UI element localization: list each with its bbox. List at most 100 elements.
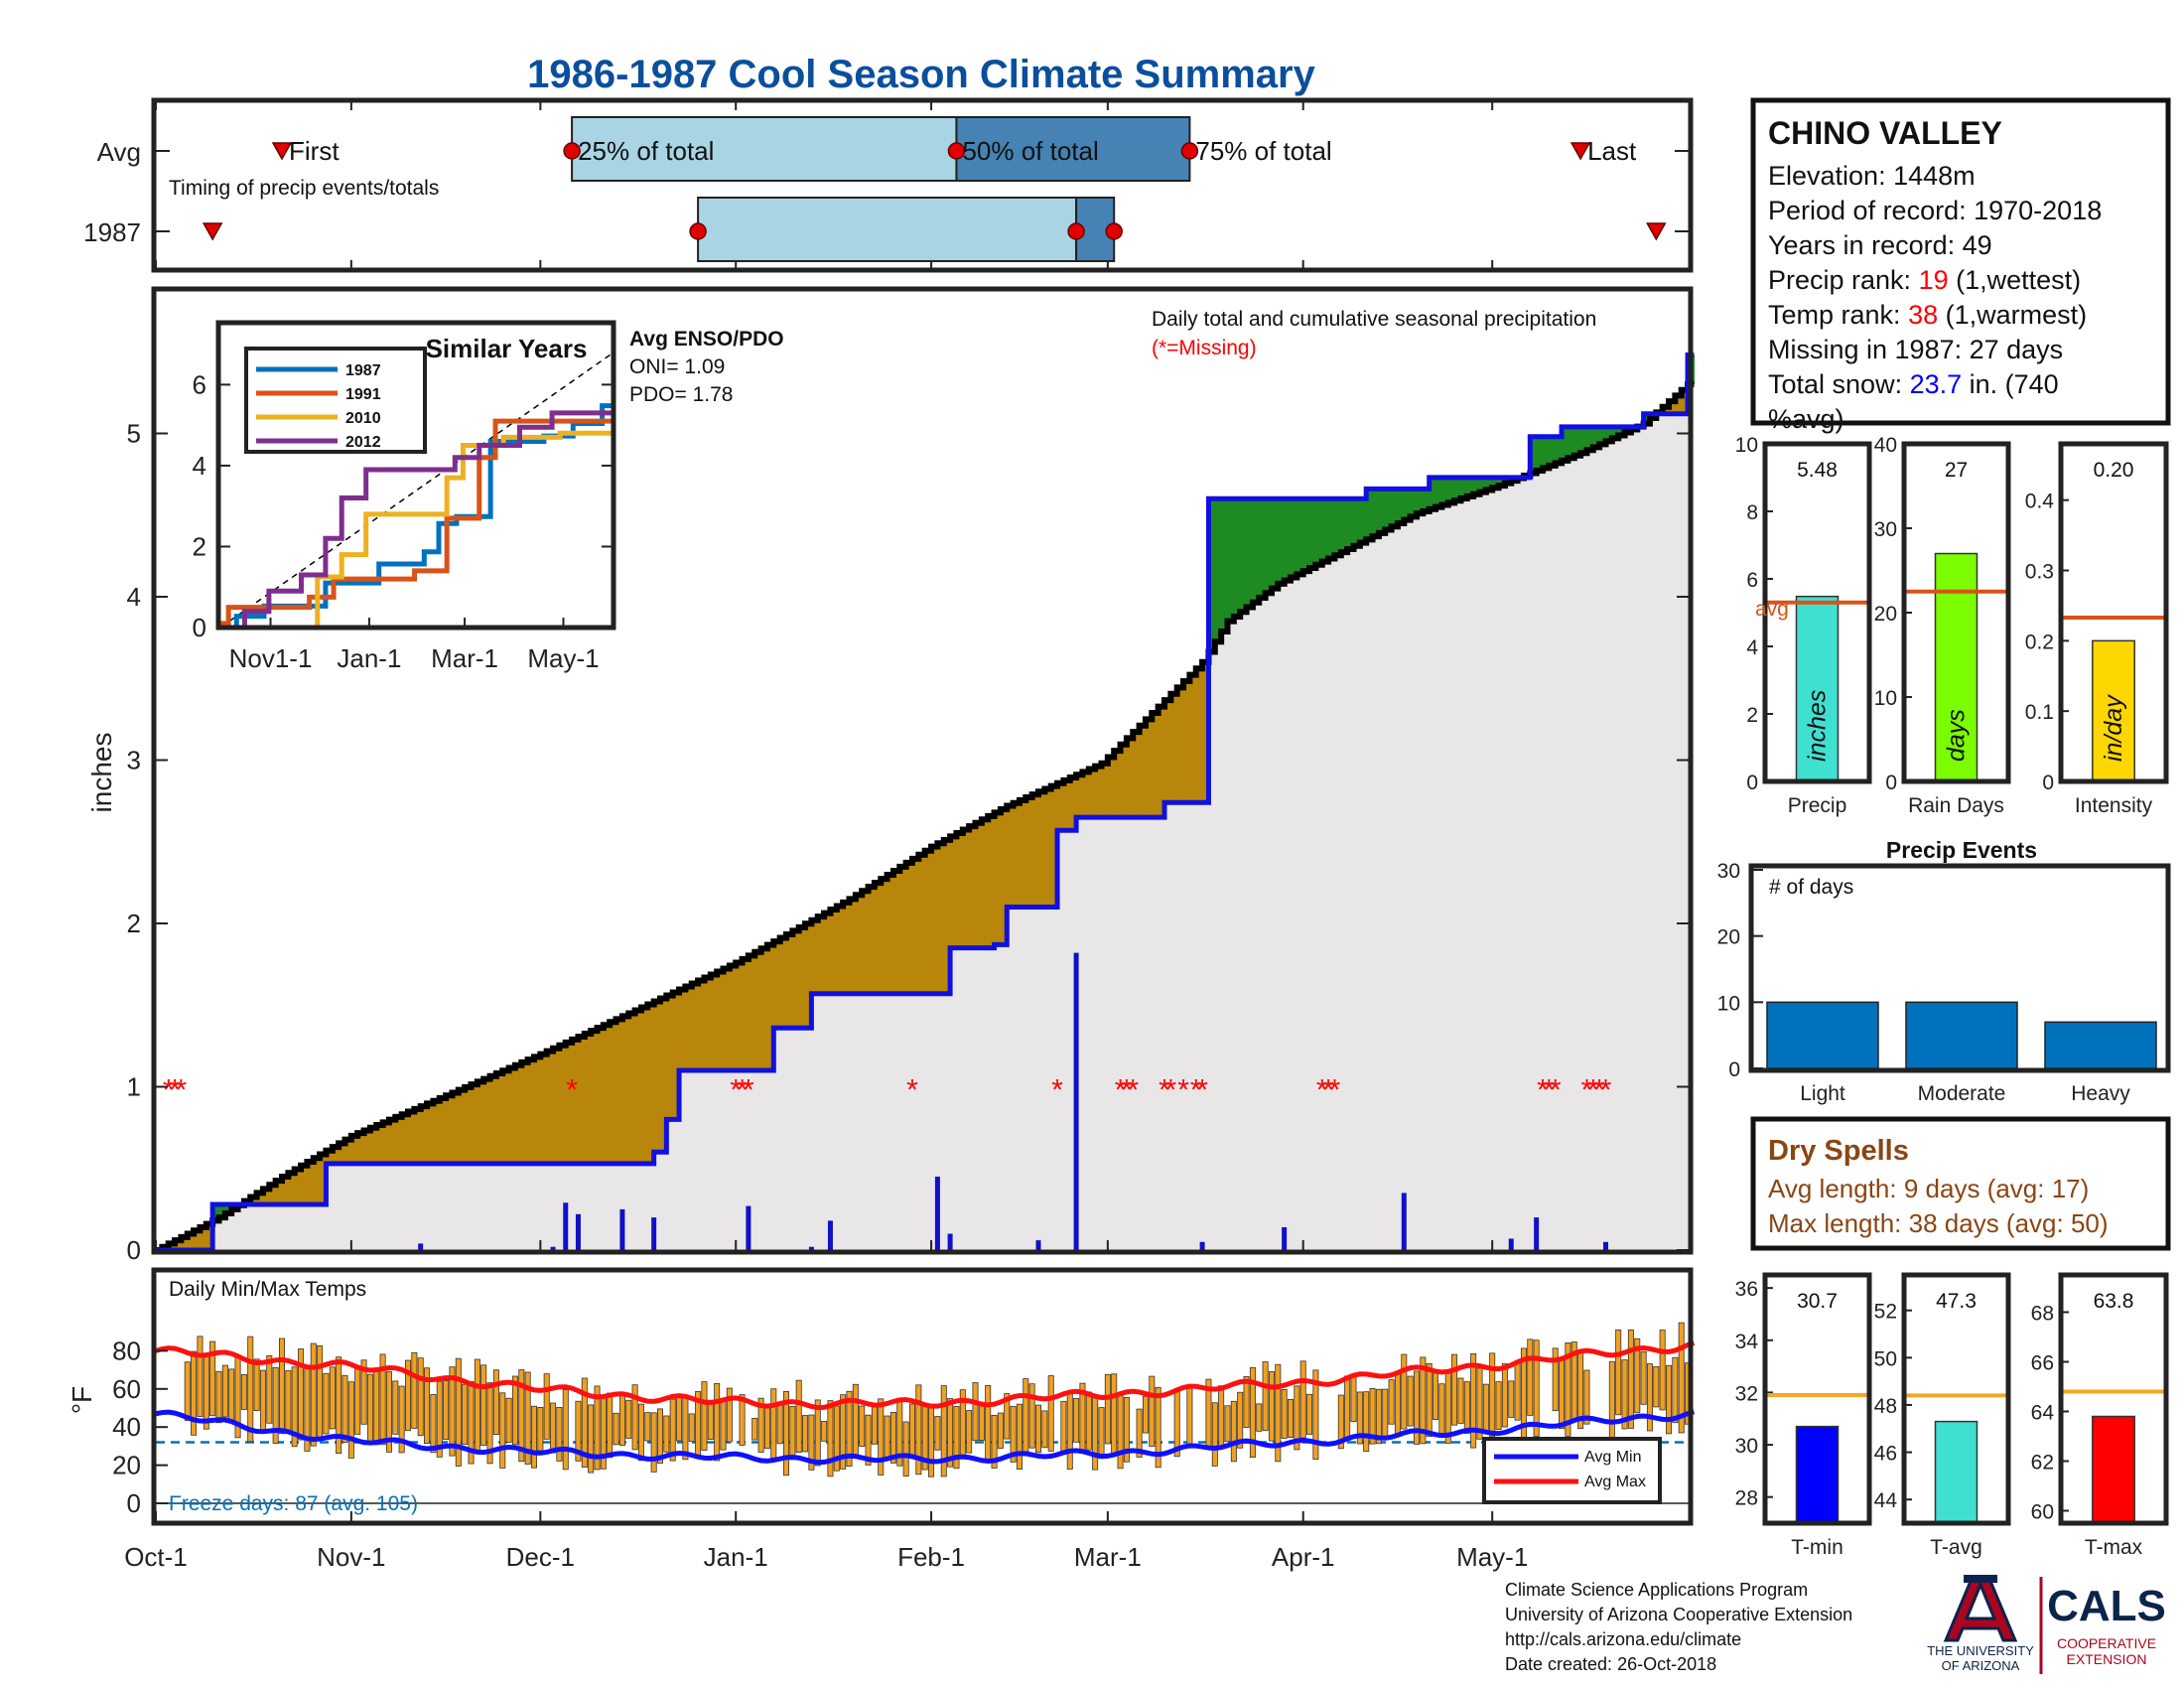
mini-tick-label: 32 bbox=[1735, 1382, 1758, 1405]
temp-range-bar bbox=[247, 1336, 254, 1443]
deficit-fill bbox=[969, 826, 977, 948]
temp-range-bar bbox=[707, 1400, 714, 1441]
temp-range-bar bbox=[240, 1374, 247, 1410]
pct50-label: 50% of total bbox=[962, 136, 1098, 166]
temp-range-bar bbox=[676, 1394, 683, 1442]
year-cumulative-line bbox=[156, 352, 1695, 1253]
temp-range-bar bbox=[1256, 1403, 1263, 1432]
mini-value-bar bbox=[1934, 1420, 1979, 1524]
events-tick-label: 0 bbox=[1728, 1058, 1740, 1081]
deficit-fill bbox=[465, 1086, 473, 1164]
precip-rank-suffix: (1,wettest) bbox=[1949, 265, 2082, 295]
daily-precip-bar bbox=[1199, 1241, 1205, 1250]
surplus-fill bbox=[1391, 489, 1399, 527]
deficit-fill bbox=[1031, 794, 1039, 908]
inset-x-label: Nov1-1 bbox=[229, 643, 313, 673]
surplus-fill bbox=[1460, 477, 1468, 499]
footer: Climate Science Applications Program Uni… bbox=[1505, 1580, 1852, 1674]
deficit-fill bbox=[817, 916, 825, 994]
temp-range-bar bbox=[1306, 1393, 1313, 1435]
surplus-fill bbox=[1599, 426, 1607, 445]
mini-tick-label: 68 bbox=[2031, 1303, 2054, 1326]
avg-first-marker bbox=[271, 142, 293, 161]
deficit-fill bbox=[294, 1169, 302, 1204]
y-tick-label: 5 bbox=[127, 419, 141, 449]
mini-bar-label: days bbox=[1943, 709, 1971, 762]
deficit-fill bbox=[1044, 788, 1052, 908]
surplus-fill bbox=[1605, 426, 1613, 442]
deficit-fill bbox=[282, 1176, 289, 1204]
temp-range-bar bbox=[1369, 1387, 1376, 1445]
temp-range-bar bbox=[884, 1415, 890, 1461]
surplus-fill bbox=[1233, 498, 1241, 617]
temp-range-bar bbox=[436, 1380, 443, 1458]
temp-title: Daily Min/Max Temps bbox=[169, 1278, 366, 1301]
temp-range-bar bbox=[940, 1385, 947, 1477]
deficit-fill bbox=[1158, 706, 1165, 818]
deficit-fill bbox=[1007, 805, 1015, 908]
temp-range-bar bbox=[385, 1371, 392, 1453]
deficit-fill bbox=[250, 1196, 258, 1204]
deficit-fill bbox=[660, 998, 667, 1153]
deficit-fill bbox=[1114, 751, 1122, 818]
cumulative-fills bbox=[156, 354, 1695, 1250]
mini-xlabel: T-max bbox=[2085, 1536, 2143, 1559]
temp-range-bar bbox=[1457, 1377, 1464, 1424]
footer-line4: Date created: 26-Oct-2018 bbox=[1505, 1654, 1716, 1674]
temp-range-bar bbox=[379, 1353, 386, 1446]
mini-tick-label: 0 bbox=[1746, 772, 1758, 794]
temp-range-bar bbox=[588, 1404, 595, 1474]
inset-legend: 1987 1991 2010 2012 bbox=[256, 362, 381, 451]
deficit-fill bbox=[489, 1075, 497, 1164]
deficit-fill bbox=[924, 850, 932, 994]
mini-tick-label: 8 bbox=[1746, 501, 1758, 524]
events-bars: 0 10 20 30 Light Moderate Heavy bbox=[1717, 860, 2157, 1105]
deficit-fill bbox=[559, 1045, 567, 1164]
temp-range-bar bbox=[411, 1351, 418, 1429]
temp-range-bar bbox=[972, 1382, 979, 1442]
deficit-fill bbox=[307, 1162, 315, 1204]
mini-value-label: 27 bbox=[1945, 459, 1968, 482]
mini-tick-label: 0 bbox=[2042, 772, 2054, 794]
deficit-fill bbox=[723, 968, 731, 1071]
deficit-fill bbox=[376, 1125, 384, 1164]
temp-range-bar bbox=[1010, 1405, 1017, 1463]
mini-value-label: 63.8 bbox=[2094, 1290, 2134, 1313]
missing-day-marker: * bbox=[906, 1074, 918, 1107]
deficit-fill bbox=[610, 1022, 617, 1164]
deficit-fill bbox=[1107, 757, 1115, 818]
temp-range-bar bbox=[1028, 1383, 1035, 1449]
missing-day-marker: * bbox=[737, 1074, 749, 1107]
deficit-fill bbox=[502, 1070, 510, 1164]
temp-range-bar bbox=[1350, 1373, 1357, 1423]
deficit-fill bbox=[483, 1078, 491, 1164]
precip-rank-prefix: Precip rank: bbox=[1768, 265, 1919, 295]
station-snow: Total snow: 23.7 in. (740 bbox=[1768, 369, 2059, 399]
temp-y-label: 40 bbox=[112, 1412, 141, 1442]
temp-range-bar bbox=[644, 1412, 651, 1442]
main-legend-missing: (*=Missing) bbox=[1152, 337, 1257, 359]
missing-day-marker: * bbox=[1537, 1074, 1549, 1107]
deficit-fill bbox=[1675, 395, 1683, 414]
surplus-fill bbox=[1378, 489, 1386, 533]
first-label: First bbox=[289, 136, 340, 166]
mini-value-label: 47.3 bbox=[1936, 1290, 1977, 1313]
timing-marks: First Last 25% of total 50% of total 75% of … bbox=[155, 102, 1689, 268]
temp-range-bar bbox=[739, 1394, 746, 1446]
mini-tick-label: 10 bbox=[1735, 434, 1758, 457]
temp-range-bar bbox=[298, 1348, 305, 1441]
temp-range-bar bbox=[1047, 1375, 1054, 1452]
temp-range-bar bbox=[531, 1405, 538, 1469]
daily-precip-bar bbox=[1508, 1238, 1514, 1250]
precip-rank-value: 19 bbox=[1919, 265, 1949, 295]
inset-line-2010 bbox=[220, 430, 614, 631]
deficit-fill bbox=[937, 843, 945, 994]
temp-range-bar bbox=[1142, 1395, 1149, 1434]
surplus-fill bbox=[212, 1203, 220, 1221]
surplus-fill bbox=[1340, 498, 1348, 553]
deficit-fill bbox=[1013, 802, 1021, 908]
events-bar bbox=[1905, 1001, 2018, 1069]
deficit-fill bbox=[357, 1133, 365, 1164]
